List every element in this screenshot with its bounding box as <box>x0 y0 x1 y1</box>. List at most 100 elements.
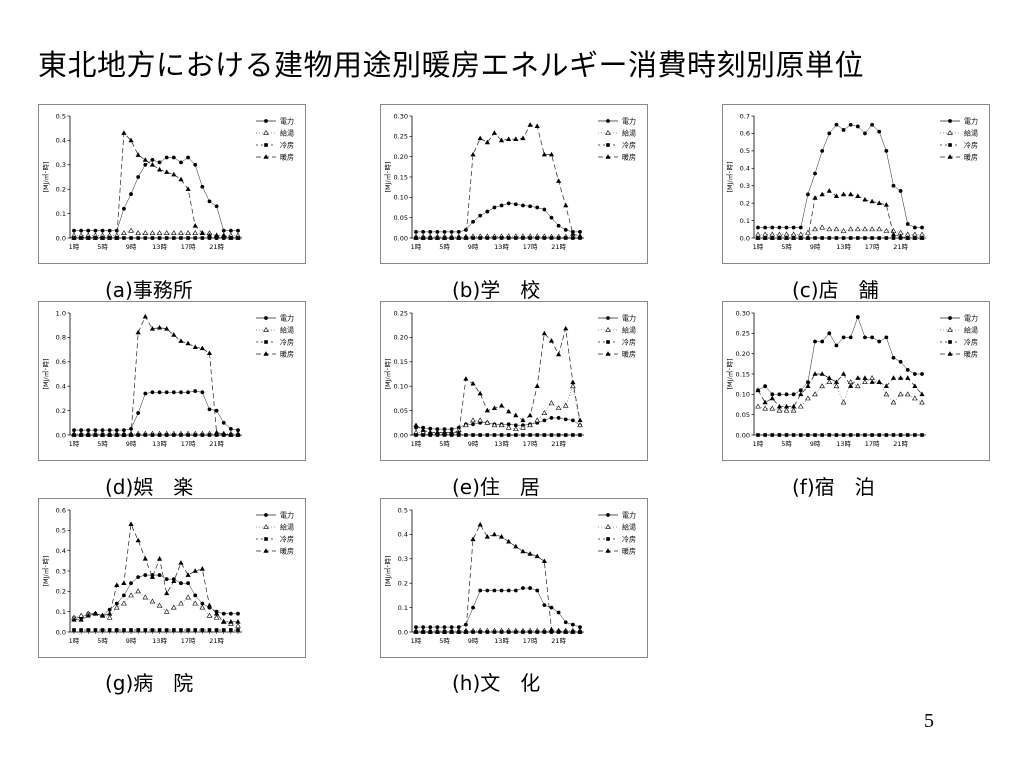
data-point <box>563 325 569 331</box>
data-point <box>791 392 796 397</box>
x-tick-label: 1時 <box>753 440 764 448</box>
data-point <box>200 628 205 632</box>
data-point <box>770 433 775 437</box>
data-point <box>164 628 169 632</box>
data-point <box>193 433 198 437</box>
caption-store: (c)店 舗 <box>792 278 879 302</box>
data-point <box>541 330 547 336</box>
data-point <box>891 236 896 240</box>
data-point <box>863 433 867 437</box>
y-axis-label: [MJ/㎡･時] <box>41 161 50 192</box>
legend-label: 暖房 <box>622 153 636 162</box>
y-tick-label: 0.1 <box>56 210 66 218</box>
data-point <box>235 619 241 624</box>
data-point <box>228 619 234 624</box>
data-point <box>562 402 569 408</box>
data-point <box>456 235 462 240</box>
series-electricity <box>72 155 240 233</box>
x-tick-label: 9時 <box>126 243 137 251</box>
chart-svg: 0.0 0.1 0.2 0.3 0.4 0.5 0.6 0.7 [MJ/㎡･時] 1時 5時 9時 13… <box>722 104 990 264</box>
data-point <box>434 429 440 435</box>
data-point <box>534 383 540 388</box>
data-point <box>136 175 141 179</box>
data-point <box>521 236 525 240</box>
data-point <box>777 433 782 437</box>
x-tick-label: 5時 <box>781 243 792 251</box>
data-point <box>491 405 498 410</box>
x-tick-label: 21時 <box>551 637 566 645</box>
series-electricity <box>72 389 240 433</box>
data-point <box>769 235 775 240</box>
data-point <box>464 227 468 232</box>
legend-marker <box>605 548 611 553</box>
data-point <box>797 403 804 409</box>
x-tick-label: 5時 <box>97 440 108 448</box>
caption-school: (b)学 校 <box>452 278 541 302</box>
data-point <box>763 384 768 389</box>
data-point <box>770 225 775 230</box>
legend-label: 冷房 <box>622 535 636 544</box>
data-point <box>206 232 213 238</box>
data-point <box>548 400 555 406</box>
data-point <box>756 433 760 437</box>
data-point <box>834 433 839 437</box>
data-point <box>128 592 134 598</box>
series-heating <box>413 122 583 240</box>
data-point <box>122 628 126 632</box>
data-point <box>848 433 853 437</box>
data-point <box>820 148 825 153</box>
data-point <box>805 383 811 388</box>
data-point <box>912 235 918 240</box>
data-point <box>185 186 191 191</box>
legend-label: 給湯 <box>964 129 978 138</box>
data-point <box>192 223 198 228</box>
data-point <box>478 433 482 437</box>
data-point <box>441 235 448 240</box>
data-point <box>514 236 518 240</box>
data-point <box>556 223 561 228</box>
y-tick-label: 0.3 <box>740 182 750 190</box>
data-point <box>819 383 825 389</box>
data-point <box>534 417 541 423</box>
data-point <box>207 407 212 412</box>
data-point <box>199 230 205 235</box>
data-point <box>471 630 475 634</box>
data-point <box>791 403 797 409</box>
y-tick-label: 0.7 <box>740 112 750 120</box>
legend-marker <box>263 154 269 159</box>
y-tick-label: 0.3 <box>398 555 408 563</box>
data-point <box>128 432 134 437</box>
data-point <box>441 629 448 634</box>
data-point <box>192 568 198 573</box>
y-axis-label: [MJ/㎡･時] <box>41 358 50 389</box>
data-point <box>441 429 448 435</box>
data-point <box>769 405 776 411</box>
data-point <box>833 193 840 198</box>
data-point <box>819 191 825 197</box>
series-heating <box>413 521 583 634</box>
data-point <box>506 408 512 414</box>
data-point <box>548 338 555 343</box>
data-point <box>179 390 183 395</box>
legend-marker <box>605 154 611 159</box>
data-point <box>114 428 119 433</box>
data-point <box>122 236 126 240</box>
data-point <box>784 225 789 230</box>
data-point <box>143 628 148 632</box>
data-point <box>122 593 126 598</box>
data-point <box>883 383 889 388</box>
data-point <box>840 228 847 233</box>
y-tick-label: 0.6 <box>740 130 750 138</box>
y-tick-label: 0.00 <box>394 431 408 439</box>
data-point <box>86 428 91 433</box>
data-point <box>129 427 133 431</box>
y-tick-label: 0.15 <box>736 370 750 378</box>
data-point <box>121 230 127 236</box>
legend-marker <box>606 537 610 541</box>
data-point <box>449 427 454 432</box>
legend-label: 暖房 <box>280 350 294 359</box>
data-point <box>890 375 897 380</box>
data-point <box>570 379 576 385</box>
data-point <box>891 355 896 360</box>
data-point <box>193 236 198 240</box>
